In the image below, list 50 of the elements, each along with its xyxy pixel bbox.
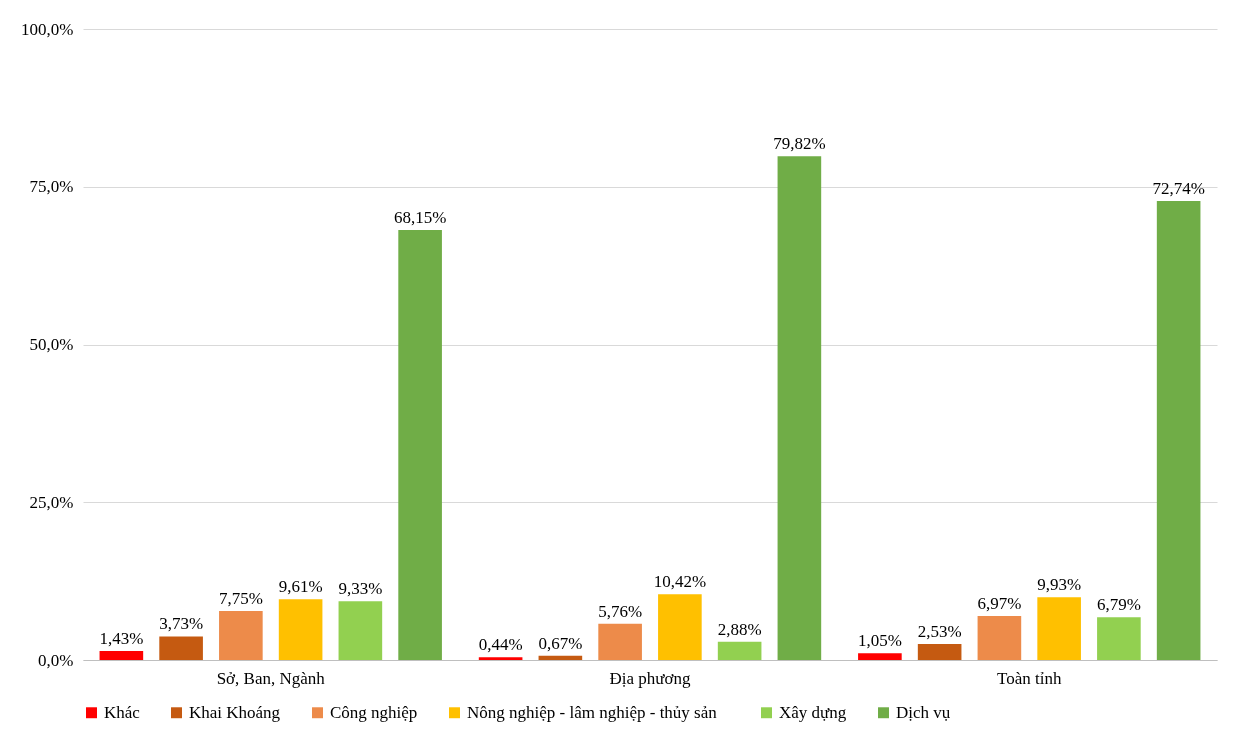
data-label: 6,79% (1096, 595, 1141, 615)
bar (1156, 201, 1201, 660)
data-label: 9,33% (338, 579, 383, 599)
data-label: 7,75% (218, 589, 263, 609)
data-label: 3,73% (159, 614, 204, 634)
data-label: 2,88% (717, 619, 762, 639)
legend-label: Dịch vụ (896, 702, 951, 722)
y-tick-label: 75,0% (29, 177, 74, 197)
bar (977, 616, 1022, 660)
data-label: 2,53% (917, 622, 962, 642)
legend-label: Công nghiệp (330, 702, 418, 722)
x-tick-label: Toàn tỉnh (997, 668, 1062, 688)
bar (717, 641, 762, 660)
x-tick-label: Sở, Ban, Ngành (216, 668, 326, 688)
data-label: 1,05% (857, 631, 902, 651)
y-tick-label: 25,0% (29, 492, 74, 512)
data-label: 1,43% (99, 628, 144, 648)
bar (338, 601, 383, 660)
y-tick-label: 100,0% (21, 19, 74, 39)
bar (777, 156, 822, 660)
data-label: 0,67% (538, 633, 583, 653)
data-label: 9,93% (1037, 575, 1082, 595)
y-tick-label: 50,0% (29, 335, 74, 354)
data-label: 9,61% (278, 577, 323, 597)
data-label: 72,74% (1152, 179, 1205, 199)
data-label: 68,15% (393, 207, 447, 227)
data-label: 10,42% (653, 572, 707, 592)
bar (159, 636, 203, 660)
bar (219, 611, 263, 660)
legend-label: Khác (104, 702, 141, 722)
x-tick-label: Địa phương (609, 668, 691, 688)
bar (278, 599, 323, 660)
bar (598, 623, 642, 660)
data-label: 79,82% (773, 134, 826, 154)
legend-label: Xây dựng (779, 702, 847, 722)
legend-label: Khai Khoáng (189, 702, 281, 722)
bar (99, 650, 144, 660)
data-label: 5,76% (598, 601, 643, 621)
bar (658, 594, 702, 660)
bar (478, 657, 523, 660)
bar (1097, 617, 1141, 660)
data-label: 0,44% (478, 635, 523, 655)
bar (538, 655, 583, 660)
bar (917, 644, 962, 660)
bar (398, 229, 442, 660)
legend-label: Nông nghiệp - lâm nghiệp - thủy sản (467, 702, 718, 722)
bar (858, 653, 902, 660)
bar (1037, 597, 1081, 660)
y-tick-label: 0,0% (38, 650, 74, 670)
data-label: 6,97% (977, 594, 1022, 614)
